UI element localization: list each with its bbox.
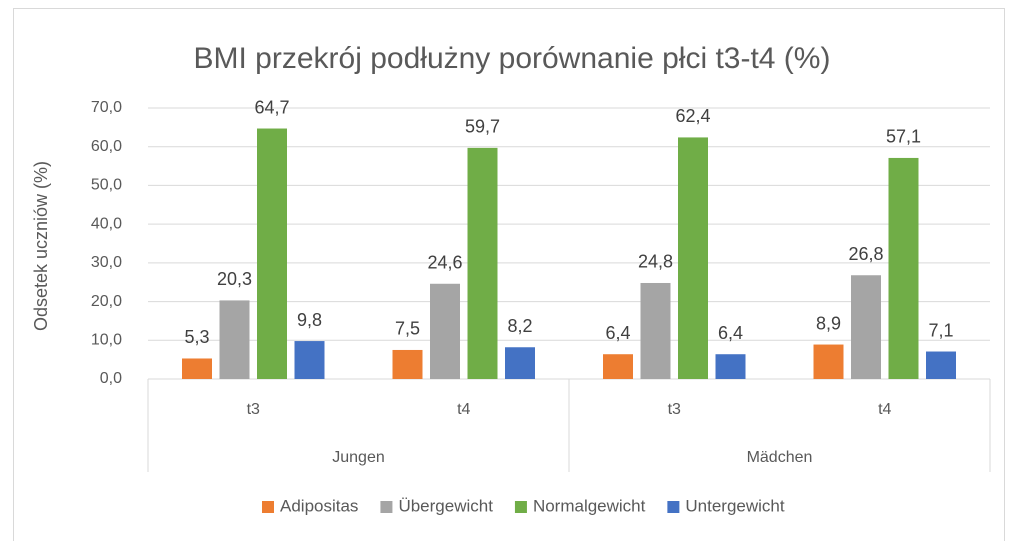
value-label: 8,2 [507,316,532,336]
value-label: 24,6 [427,253,462,273]
legend-swatch [667,501,680,513]
bar [467,147,498,379]
y-tick-label: 70,0 [91,99,122,116]
y-tick-label: 50,0 [91,177,122,194]
bar [219,300,250,379]
value-label: 7,5 [395,319,420,339]
bar [640,282,671,379]
y-tick-label: 20,0 [91,293,122,310]
group-label: Mädchen [747,449,813,466]
legend-label: Untergewicht [685,496,784,515]
value-label: 8,9 [816,313,841,333]
x-tick-label: t4 [878,401,891,418]
bar [888,157,919,379]
bar [182,358,212,379]
legend-label: Adipositas [280,496,358,515]
y-axis-label: Odsetek uczniów (%) [31,161,51,331]
x-tick-label: t3 [668,401,681,418]
bar [813,344,844,379]
value-label: 26,8 [848,244,883,264]
value-label: 9,8 [297,310,322,330]
value-label: 59,7 [465,117,500,137]
y-tick-label: 60,0 [91,138,122,155]
legend-swatch [262,501,274,513]
bar [505,347,535,379]
bar [257,128,287,379]
group-label: Jungen [332,449,385,466]
value-label: 64,7 [254,97,289,117]
legend-label: Normalgewicht [533,496,646,515]
x-tick-label: t4 [457,401,470,418]
x-tick-label: t3 [247,401,260,418]
bar [851,275,881,379]
y-tick-label: 0,0 [100,370,122,387]
bar [715,354,746,379]
value-label: 20,3 [217,269,252,289]
value-label: 6,4 [718,323,743,343]
value-label: 57,1 [886,127,921,147]
chart-title: BMI przekrój podłużny porównanie płci t3… [194,42,831,75]
bar [294,341,325,379]
bar [926,351,956,379]
legend-label: Übergewicht [398,496,493,515]
bar [430,283,460,379]
value-label: 7,1 [928,320,953,340]
value-label: 24,8 [638,252,673,272]
y-tick-label: 40,0 [91,215,122,232]
bar [392,349,423,379]
chart-frame [13,8,1005,541]
y-tick-label: 30,0 [91,254,122,271]
legend-swatch [380,501,393,513]
value-label: 6,4 [605,323,630,343]
bar [678,137,708,379]
bar [603,354,633,379]
value-label: 62,4 [675,106,710,126]
y-tick-label: 10,0 [91,332,122,349]
value-label: 5,3 [184,327,209,347]
legend-swatch [514,501,527,513]
